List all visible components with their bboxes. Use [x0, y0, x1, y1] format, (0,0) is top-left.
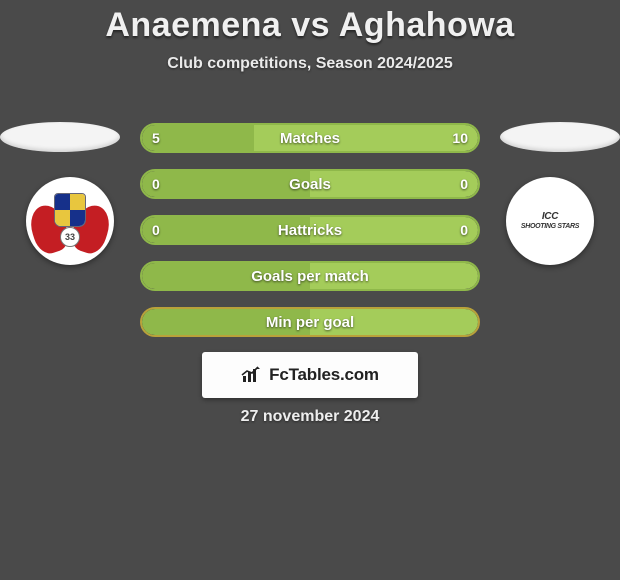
chart-icon — [241, 366, 263, 384]
stat-fill-right — [310, 263, 478, 289]
stat-fill-right — [310, 217, 478, 243]
stat-row: Goals per match — [140, 261, 480, 291]
stat-fill-left — [142, 263, 310, 289]
badge-number: 33 — [60, 227, 80, 247]
stat-fill-left — [142, 309, 310, 335]
crest-text-icon: ICCSHOOTING STARS — [521, 212, 579, 230]
stat-row: Goals00 — [140, 169, 480, 199]
stat-fill-left — [142, 217, 310, 243]
stat-row: Hattricks00 — [140, 215, 480, 245]
comparison-bars: Matches510 Goals00 Hattricks00 Goals per ma… — [140, 123, 480, 353]
player-left-logo: 33 — [26, 177, 114, 265]
page-subtitle: Club competitions, Season 2024/2025 — [0, 55, 620, 73]
page-title: Anaemena vs Aghahowa — [0, 0, 620, 45]
stat-row: Matches510 — [140, 123, 480, 153]
stat-fill-left — [142, 125, 254, 151]
stat-fill-right — [310, 309, 478, 335]
stat-row: Min per goal — [140, 307, 480, 337]
crest-icon: 33 — [26, 177, 114, 265]
stat-fill-right — [310, 171, 478, 197]
snapshot-date: 27 november 2024 — [0, 408, 620, 426]
branding-text: FcTables.com — [269, 365, 379, 385]
player-left-name-pill — [0, 122, 120, 152]
stat-fill-right — [254, 125, 478, 151]
badge-text-top: ICC — [542, 211, 558, 222]
player-right-name-pill — [500, 122, 620, 152]
stat-fill-left — [142, 171, 310, 197]
branding-badge: FcTables.com — [202, 352, 418, 398]
badge-text-bottom: SHOOTING STARS — [521, 223, 579, 230]
player-right-logo: ICCSHOOTING STARS — [506, 177, 594, 265]
